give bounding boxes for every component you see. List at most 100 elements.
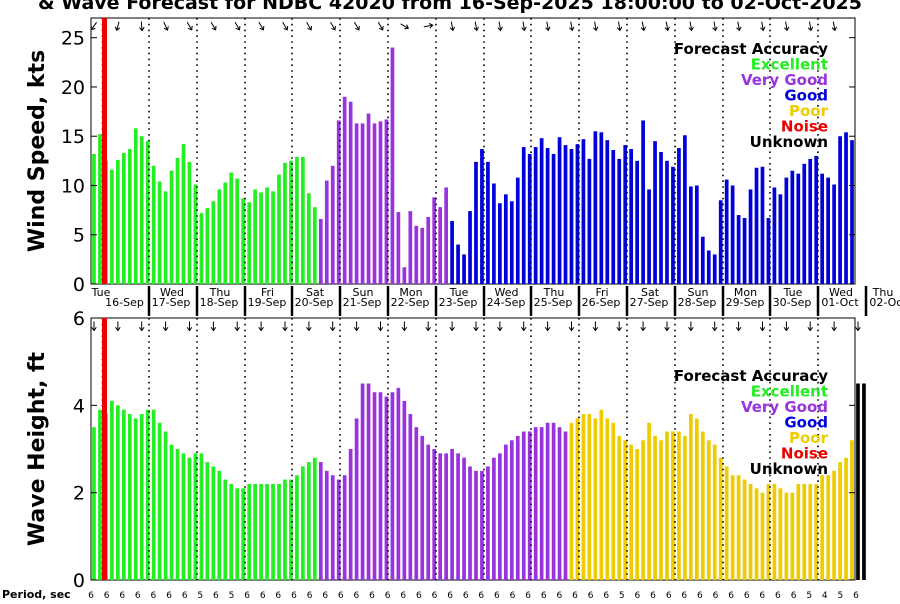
period-value: 6: [338, 591, 344, 600]
wave-bar: [312, 457, 317, 580]
wind-bar: [92, 153, 96, 284]
legend-item: Very Good: [741, 71, 828, 89]
wave-bar: [133, 418, 138, 580]
wind-bar: [444, 187, 448, 284]
period-value: 6: [182, 591, 188, 600]
wind-bar: [718, 200, 723, 284]
wave-bar: [665, 431, 669, 580]
day-date: 18-Sep: [200, 296, 239, 309]
period-value: 6: [541, 591, 547, 600]
wave-bar: [545, 422, 550, 580]
wind-bar: [754, 167, 759, 284]
wave-bar: [551, 422, 556, 580]
wave-direction-arrow: [258, 321, 264, 332]
wind-bar: [438, 207, 443, 284]
wind-direction-arrow: [736, 21, 742, 32]
day-date: 29-Sep: [726, 296, 765, 309]
wave-bar: [396, 387, 401, 580]
wave-bar: [241, 488, 246, 580]
wave-bar: [527, 431, 532, 580]
wave-plot-frame: [90, 317, 856, 581]
day-date: 27-Sep: [630, 296, 669, 309]
period-value: 6: [510, 591, 516, 600]
period-value: 6: [260, 591, 266, 600]
wind-bar: [700, 236, 705, 284]
wind-bar: [181, 144, 186, 284]
wind-bar: [110, 169, 114, 284]
day-name: Thu: [209, 286, 231, 299]
wave-bar: [330, 475, 335, 580]
period-value: 6: [775, 591, 781, 600]
period-value: 5: [838, 591, 844, 600]
wave-bar: [498, 453, 502, 580]
wind-bar: [838, 136, 842, 284]
wind-bar: [187, 161, 192, 284]
legend-item: Good: [784, 87, 828, 105]
wave-bar: [121, 409, 126, 580]
wind-bar: [581, 139, 586, 284]
wave-direction-arrow: [855, 321, 861, 332]
wind-direction-arrow: [163, 21, 169, 31]
wave-bar: [438, 453, 443, 580]
wind-bar: [665, 160, 669, 284]
wave-bar: [754, 488, 759, 580]
wave-bar: [521, 431, 526, 580]
wave-bar: [271, 483, 275, 580]
wave-direction-arrow: [306, 321, 312, 332]
wind-bar: [486, 161, 490, 284]
wind-bar: [539, 138, 544, 284]
wave-bar: [736, 475, 741, 580]
wave-bar: [307, 462, 311, 580]
legend-item: Excellent: [751, 383, 828, 401]
wind-direction-arrow: [449, 21, 456, 32]
period-value: 6: [369, 591, 375, 600]
wave-bar: [157, 422, 162, 580]
wave-bar: [444, 453, 448, 580]
wind-ytick-label: 20: [61, 77, 85, 99]
wave-bar: [277, 483, 281, 580]
wave-bar: [826, 475, 830, 580]
day-date: 25-Sep: [534, 296, 573, 309]
legend-item: Very Good: [741, 398, 828, 416]
wave-bar: [432, 449, 437, 580]
wave-bar: [862, 383, 866, 580]
day-name: Mon: [399, 286, 422, 299]
wave-bar: [139, 414, 144, 580]
wind-bar: [157, 181, 162, 284]
wind-bar: [121, 152, 126, 284]
wind-bar: [229, 172, 234, 284]
wind-bar: [420, 227, 425, 284]
legend-item: Poor: [789, 102, 829, 120]
wave-direction-arrow: [473, 321, 479, 332]
wave-bar: [689, 414, 693, 580]
wave-direction-arrow: [234, 321, 241, 332]
wave-bar: [247, 483, 252, 580]
period-value: 6: [728, 591, 734, 600]
wave-bar: [318, 462, 323, 580]
wave-direction-arrow: [640, 321, 646, 332]
wave-bar: [486, 466, 490, 580]
wave-bar: [820, 475, 825, 580]
wave-direction-arrow: [520, 321, 527, 332]
wave-bar: [450, 449, 454, 580]
day-date: 30-Sep: [773, 296, 812, 309]
wave-bar: [151, 409, 156, 580]
wind-direction-arrow: [688, 21, 694, 32]
period-value: 6: [713, 591, 719, 600]
period-value: 6: [588, 591, 594, 600]
wave-bar: [408, 414, 413, 580]
wind-bar: [456, 244, 460, 284]
wind-bar: [217, 189, 222, 284]
wave-bar: [295, 475, 299, 580]
wave-bar: [509, 440, 514, 580]
wave-bar: [647, 422, 651, 580]
wind-bar: [820, 173, 825, 284]
period-value: 6: [681, 591, 687, 600]
wind-bar: [205, 208, 210, 284]
wind-bar: [677, 148, 681, 284]
period-value: 4: [822, 591, 828, 600]
wave-direction-arrow: [449, 321, 455, 332]
day-name: Tue: [783, 286, 803, 299]
